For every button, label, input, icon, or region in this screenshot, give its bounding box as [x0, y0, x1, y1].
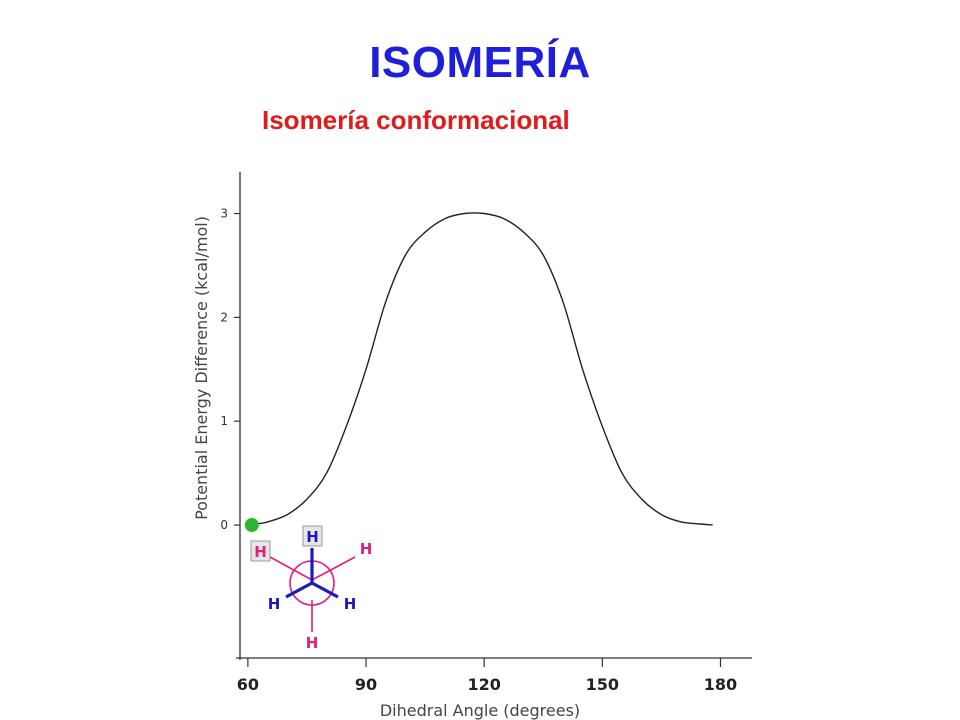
y-tick-label: 3 [220, 207, 228, 221]
series-line [247, 212, 713, 526]
marker-point [244, 518, 259, 533]
x-tick-label: 120 [467, 675, 500, 694]
highlight-box-back-left [250, 540, 271, 562]
y-axis-label: Potential Energy Difference (kcal/mol) [192, 216, 211, 520]
slide-title: ISOMERÍA [369, 38, 591, 87]
y-ticks: 0 1 2 3 [220, 207, 240, 532]
x-tick-label: 90 [355, 675, 377, 694]
slide-subtitle: Isomería conformacional [262, 105, 570, 135]
h-front-left: H [268, 595, 281, 613]
x-tick-label: 150 [586, 675, 619, 694]
front-bond-right [311, 581, 339, 599]
newman-projection: H H H H H H [250, 525, 373, 652]
front-bond-left [285, 581, 313, 599]
h-front-top: H [306, 528, 319, 546]
h-front-right: H [344, 595, 357, 613]
y-tick-label: 2 [220, 310, 228, 324]
y-tick-label: 0 [220, 518, 228, 532]
x-ticks: 60 90 120 150 180 [237, 658, 737, 694]
h-back-bottom: H [306, 634, 319, 652]
h-back-upper-right: H [360, 540, 373, 558]
h-back-upper-left: H [254, 543, 267, 561]
x-axis-label: Dihedral Angle (degrees) [380, 701, 580, 720]
highlight-box-front-top [302, 525, 323, 547]
y-tick-label: 1 [220, 414, 228, 428]
x-tick-label: 60 [237, 675, 259, 694]
back-bond-upper-right [311, 556, 356, 581]
back-bond-upper-left [269, 556, 313, 581]
x-tick-label: 180 [704, 675, 737, 694]
